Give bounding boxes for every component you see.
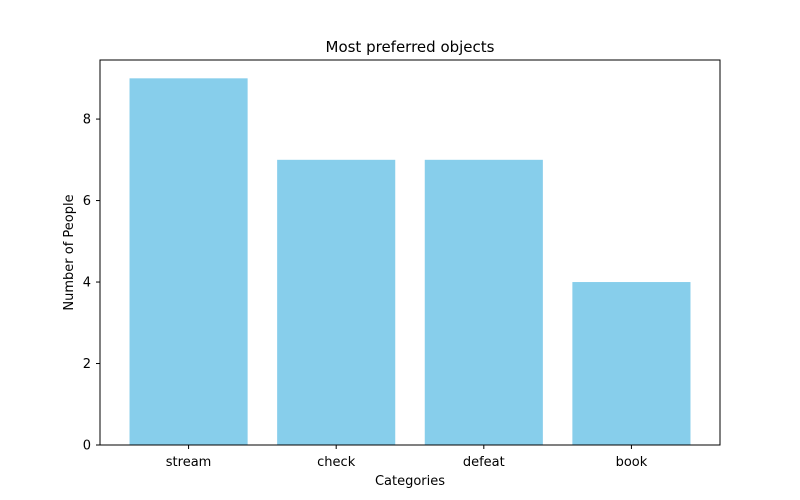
y-tick-label: 8 <box>83 113 91 128</box>
bar-book <box>572 282 691 445</box>
bar-check <box>277 159 396 445</box>
ticks-group: stream check defeat book 0 2 4 6 8 <box>83 113 648 470</box>
y-tick-label: 6 <box>83 194 91 209</box>
x-tick-label: book <box>616 455 648 470</box>
chart-title: Most preferred objects <box>326 38 495 56</box>
bar-defeat <box>424 159 543 445</box>
x-tick-label: check <box>317 455 356 470</box>
plot-frame <box>99 59 721 446</box>
y-tick-label: 2 <box>83 357 91 372</box>
bar-stream <box>129 78 248 445</box>
y-tick-label: 0 <box>83 439 91 454</box>
x-tick-label: stream <box>166 455 212 470</box>
bars-group <box>129 78 691 445</box>
x-tick-label: defeat <box>463 455 505 470</box>
x-axis-label: Categories <box>375 474 445 489</box>
y-axis-label: Number of People <box>62 194 77 310</box>
y-tick-label: 4 <box>83 276 91 291</box>
